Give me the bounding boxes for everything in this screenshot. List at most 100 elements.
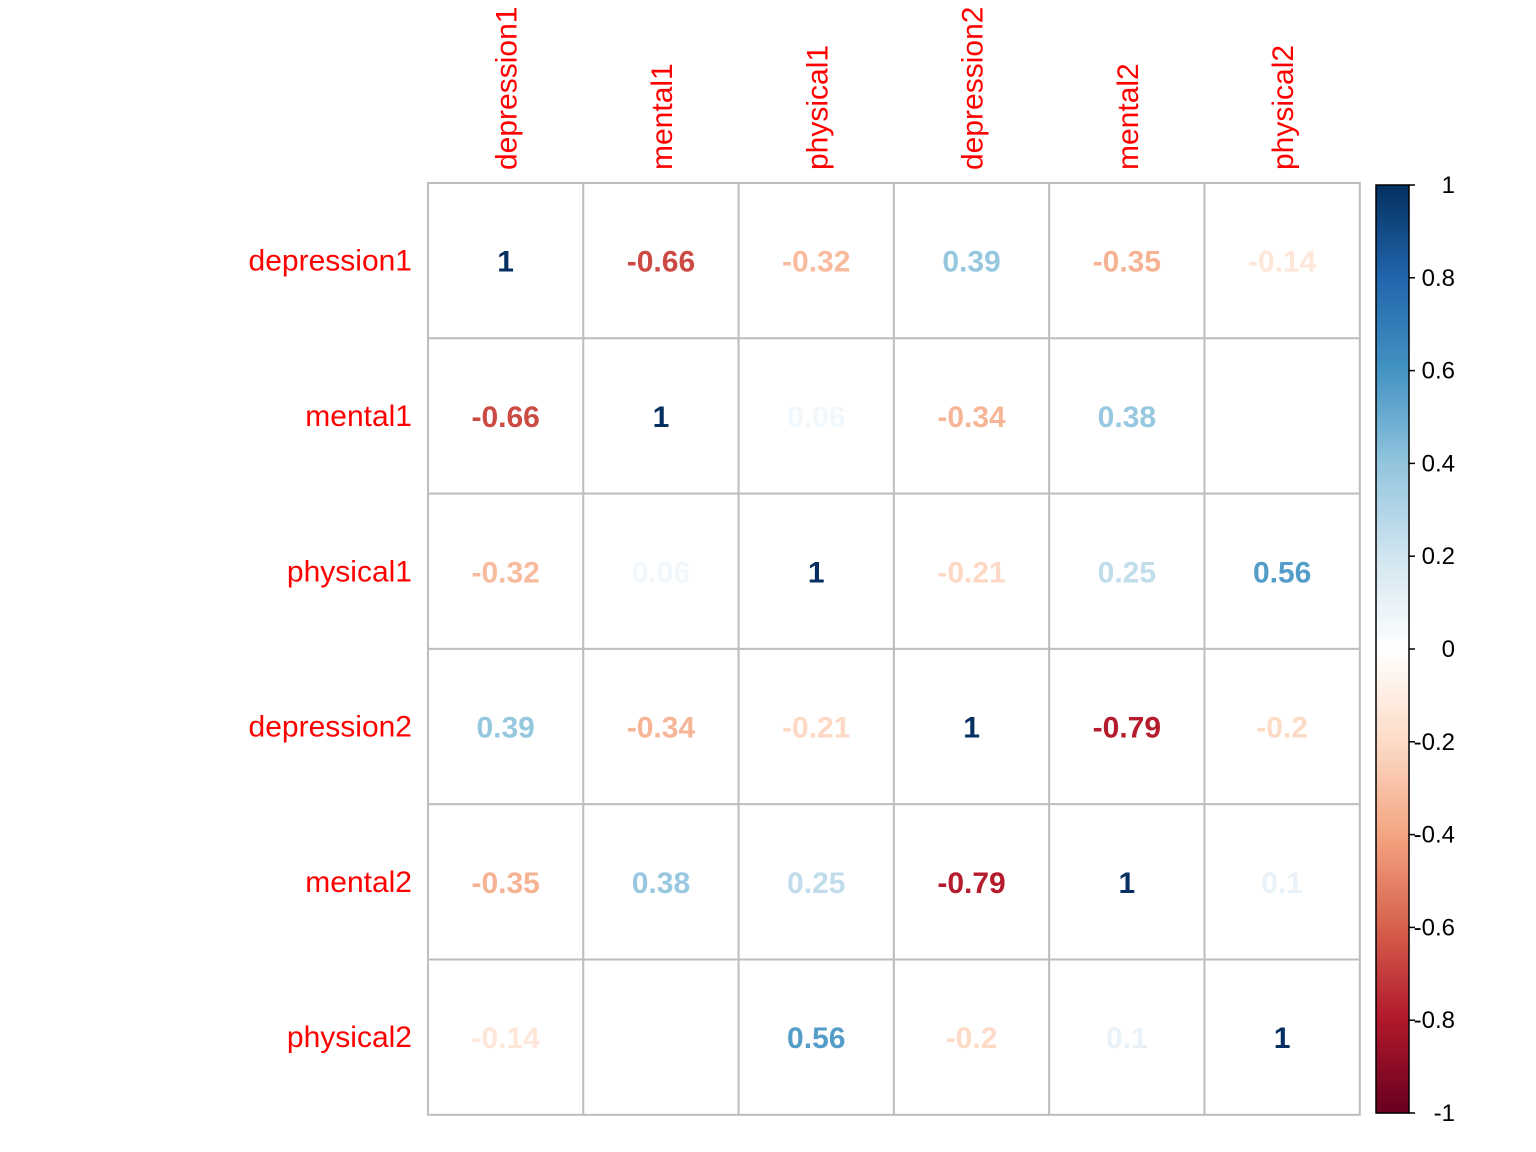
colorbar-segment: [1376, 658, 1409, 664]
colorbar-segment: [1376, 254, 1409, 260]
colorbar-segment: [1376, 1038, 1409, 1044]
colorbar-segment: [1376, 649, 1409, 655]
column-label-depression2: depression2: [957, 7, 990, 170]
colorbar-segment: [1376, 384, 1409, 390]
colorbar-segment: [1376, 1103, 1409, 1109]
colorbar-segment: [1376, 212, 1409, 219]
colorbar-segment: [1376, 936, 1409, 942]
colorbar-segment: [1376, 662, 1409, 669]
colorbar-segment: [1376, 1006, 1409, 1012]
cell-value: 0.25: [1098, 556, 1156, 589]
cell-depression1-physical2: [1203, 182, 1361, 340]
colorbar-segment: [1376, 528, 1409, 534]
colorbar-segment: [1376, 1108, 1409, 1114]
cell-value: 1: [497, 246, 514, 279]
cell-value: 0.56: [1253, 556, 1311, 589]
colorbar-tick-label: -0.4: [1414, 822, 1455, 849]
colorbar-segment: [1376, 639, 1409, 645]
colorbar-segment: [1376, 282, 1409, 288]
colorbar-segment: [1376, 964, 1409, 970]
colorbar-segment: [1376, 816, 1409, 822]
cell-value: -0.35: [471, 867, 539, 900]
colorbar-segment: [1376, 727, 1409, 734]
cell-physical2-physical1: [737, 958, 895, 1116]
colorbar-segment: [1376, 848, 1409, 854]
cell-physical1-physical2: [1203, 492, 1361, 650]
colorbar-segment: [1376, 463, 1409, 469]
colorbar-segment: [1376, 621, 1409, 627]
colorbar-segment: [1376, 681, 1409, 687]
colorbar-segment: [1376, 778, 1409, 785]
colorbar-segment: [1376, 932, 1409, 938]
colorbar-segment: [1376, 1085, 1409, 1091]
colorbar-segment: [1376, 301, 1409, 307]
cell-value: 0.25: [787, 867, 845, 900]
cell-value: -0.2: [946, 1022, 998, 1055]
cell-depression2-depression2: [892, 647, 1051, 806]
cell-value: 1: [1119, 867, 1136, 900]
colorbar-segment: [1376, 574, 1409, 580]
row-label-mental1: mental1: [305, 400, 412, 433]
colorbar-segment: [1376, 774, 1409, 780]
colorbar-segment: [1376, 245, 1409, 251]
column-labels: depression1 mental1 physical1 depression2 me…: [491, 7, 1301, 170]
colorbar-segment: [1376, 1024, 1409, 1031]
cell-value: 1: [963, 712, 980, 745]
cell-value: -0.21: [782, 712, 850, 745]
colorbar-segment: [1376, 194, 1409, 200]
cell-physical1-depression1: [427, 492, 585, 650]
colorbar-segment: [1376, 333, 1409, 339]
colorbar-segment: [1376, 839, 1409, 845]
colorbar-segment: [1376, 672, 1409, 678]
row-label-physical2: physical2: [287, 1021, 412, 1054]
colorbar-segment: [1376, 635, 1409, 641]
colorbar-segment: [1376, 797, 1409, 803]
colorbar-segment: [1376, 291, 1409, 297]
colorbar-segment: [1376, 1099, 1409, 1105]
colorbar-segment: [1376, 495, 1409, 502]
colorbar-segment: [1376, 231, 1409, 237]
cell-value: 0.1: [1261, 867, 1303, 900]
colorbar-segment: [1376, 686, 1409, 692]
colorbar-segment: [1376, 1052, 1409, 1058]
colorbar-segment: [1376, 273, 1409, 279]
colorbar-segment: [1376, 653, 1409, 659]
colorbar-tick-label: 0.2: [1422, 543, 1455, 570]
colorbar-tick-label: -0.2: [1414, 729, 1455, 756]
colorbar-segment: [1376, 217, 1409, 223]
colorbar-segment: [1376, 546, 1409, 553]
colorbar-segment: [1376, 997, 1409, 1003]
colorbar-segment: [1376, 593, 1409, 599]
column-label-mental2: mental2: [1112, 63, 1145, 170]
colorbar-segment: [1376, 305, 1409, 311]
cell-value: -0.32: [782, 246, 850, 279]
colorbar-segment: [1376, 1010, 1409, 1017]
cell-value: -0.14: [471, 1022, 540, 1055]
cell-value: 0.1: [1106, 1022, 1148, 1055]
colorbar-segment: [1376, 352, 1409, 358]
colorbar-segment: [1376, 1048, 1409, 1054]
colorbar-segment: [1376, 481, 1409, 488]
colorbar-segment: [1376, 454, 1409, 460]
colorbar-segment: [1376, 259, 1409, 265]
cell-depression1-depression1: [427, 182, 585, 340]
cell-value: -0.79: [937, 867, 1005, 900]
colorbar-segment: [1376, 941, 1409, 947]
colorbar-segment: [1376, 370, 1409, 376]
colorbar-tick-label: 0.4: [1422, 450, 1455, 477]
colorbar-segment: [1376, 430, 1409, 437]
colorbar-segment: [1376, 709, 1409, 715]
colorbar-segment: [1376, 713, 1409, 720]
colorbar-segment: [1376, 1015, 1409, 1021]
cell-value: -0.34: [627, 712, 696, 745]
cell-value: 0.38: [1098, 401, 1156, 434]
colorbar-segment: [1376, 908, 1409, 915]
colorbar-segment: [1376, 314, 1409, 321]
colorbar-segment: [1376, 560, 1409, 567]
row-labels: depression1 mental1 physical1 depression2 me…: [249, 245, 412, 1055]
colorbar-segment: [1376, 802, 1409, 808]
colorbar-segment: [1376, 788, 1409, 794]
colorbar-segment: [1376, 862, 1409, 868]
colorbar-segment: [1376, 644, 1409, 650]
